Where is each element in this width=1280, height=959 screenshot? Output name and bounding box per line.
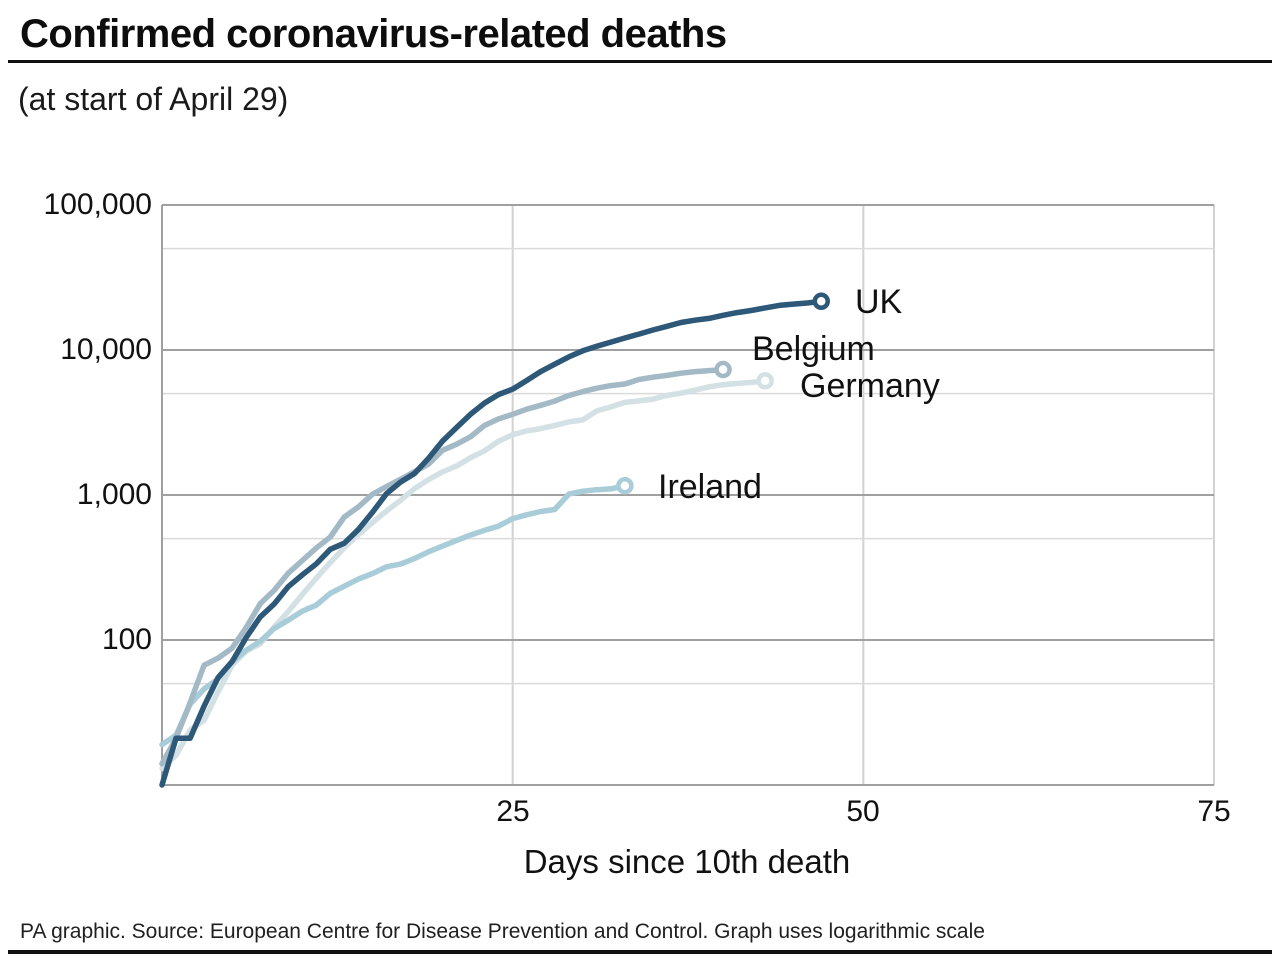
series-label-uk: UK [855, 283, 903, 321]
chart-subtitle: (at start of April 29) [18, 81, 289, 117]
series-label-ireland: Ireland [658, 468, 762, 506]
x-axis-title: Days since 10th death [523, 843, 851, 880]
page-title: Confirmed coronavirus-related deaths [20, 12, 727, 56]
x-tick-50: 50 [846, 795, 880, 828]
y-tick-10000: 10,000 [60, 333, 152, 366]
series-label-germany: Germany [800, 367, 940, 405]
x-tick-75: 75 [1197, 795, 1231, 828]
title-divider [8, 60, 1272, 63]
y-tick-100000: 100,000 [43, 188, 152, 221]
series-label-belgium: Belgium [752, 330, 875, 368]
x-tick-25: 25 [496, 795, 530, 828]
source-footnote: PA graphic. Source: European Centre for … [20, 920, 985, 943]
y-tick-100: 100 [101, 623, 152, 656]
bottom-divider [8, 950, 1272, 954]
y-tick-1000: 1,000 [76, 478, 152, 511]
